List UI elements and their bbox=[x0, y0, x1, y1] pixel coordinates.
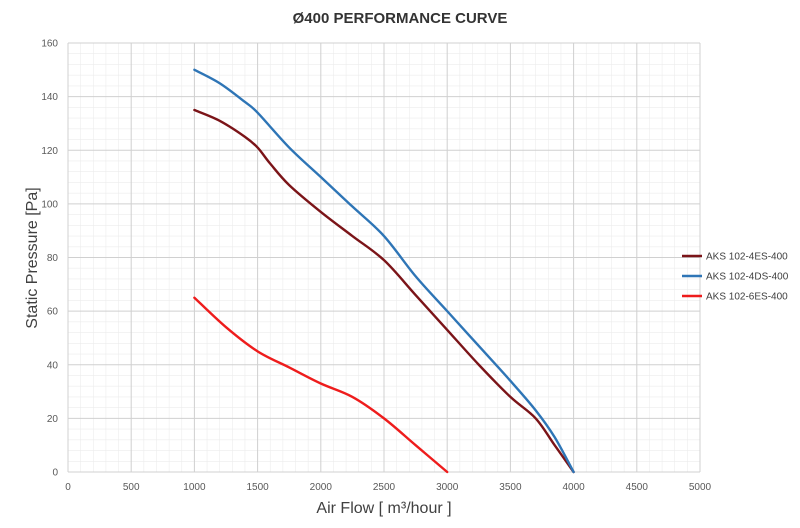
x-tick-label: 0 bbox=[65, 482, 71, 493]
series-line-aks-102-4ds-400 bbox=[193, 68, 575, 474]
x-tick-label: 4500 bbox=[626, 482, 649, 493]
x-tick-label: 3500 bbox=[499, 482, 522, 493]
y-axis-ticks: 0 20 40 60 80 100 120 140 160 bbox=[41, 39, 58, 479]
y-tick-label: 100 bbox=[41, 199, 58, 210]
series-line-aks-102-6es-400 bbox=[193, 296, 449, 474]
x-tick-label: 1500 bbox=[246, 482, 269, 493]
x-tick-label: 3000 bbox=[436, 482, 459, 493]
y-tick-label: 120 bbox=[41, 146, 58, 157]
series-lines bbox=[193, 68, 575, 474]
x-tick-label: 2500 bbox=[373, 482, 396, 493]
y-tick-label: 0 bbox=[52, 468, 58, 479]
y-tick-label: 140 bbox=[41, 92, 58, 103]
chart-title: Ø400 PERFORMANCE CURVE bbox=[293, 10, 508, 27]
y-tick-label: 160 bbox=[41, 39, 58, 50]
x-tick-label: 5000 bbox=[689, 482, 712, 493]
legend-label-aks-102-6es-400: AKS 102-6ES-400 bbox=[706, 292, 788, 303]
y-tick-label: 40 bbox=[47, 360, 59, 371]
y-tick-label: 60 bbox=[47, 307, 59, 318]
x-tick-label: 500 bbox=[123, 482, 140, 493]
y-tick-label: 20 bbox=[47, 414, 59, 425]
x-axis-ticks: 0 500 1000 1500 2000 2500 3000 3500 4000 4500 5000 bbox=[65, 482, 711, 493]
x-axis-label: Air Flow [ m³/hour ] bbox=[316, 500, 451, 517]
y-tick-label: 80 bbox=[47, 253, 59, 264]
x-tick-label: 1000 bbox=[183, 482, 206, 493]
legend-label-aks-102-4ds-400: AKS 102-4DS-400 bbox=[706, 272, 789, 283]
y-axis-label: Static Pressure [Pa] bbox=[24, 187, 41, 328]
x-tick-label: 2000 bbox=[310, 482, 333, 493]
legend-label-aks-102-4es-400: AKS 102-4ES-400 bbox=[706, 252, 788, 263]
series-line-aks-102-4es-400 bbox=[193, 108, 575, 474]
x-tick-label: 4000 bbox=[562, 482, 585, 493]
legend: AKS 102-4ES-400 AKS 102-4DS-400 AKS 102-6E… bbox=[682, 252, 789, 303]
